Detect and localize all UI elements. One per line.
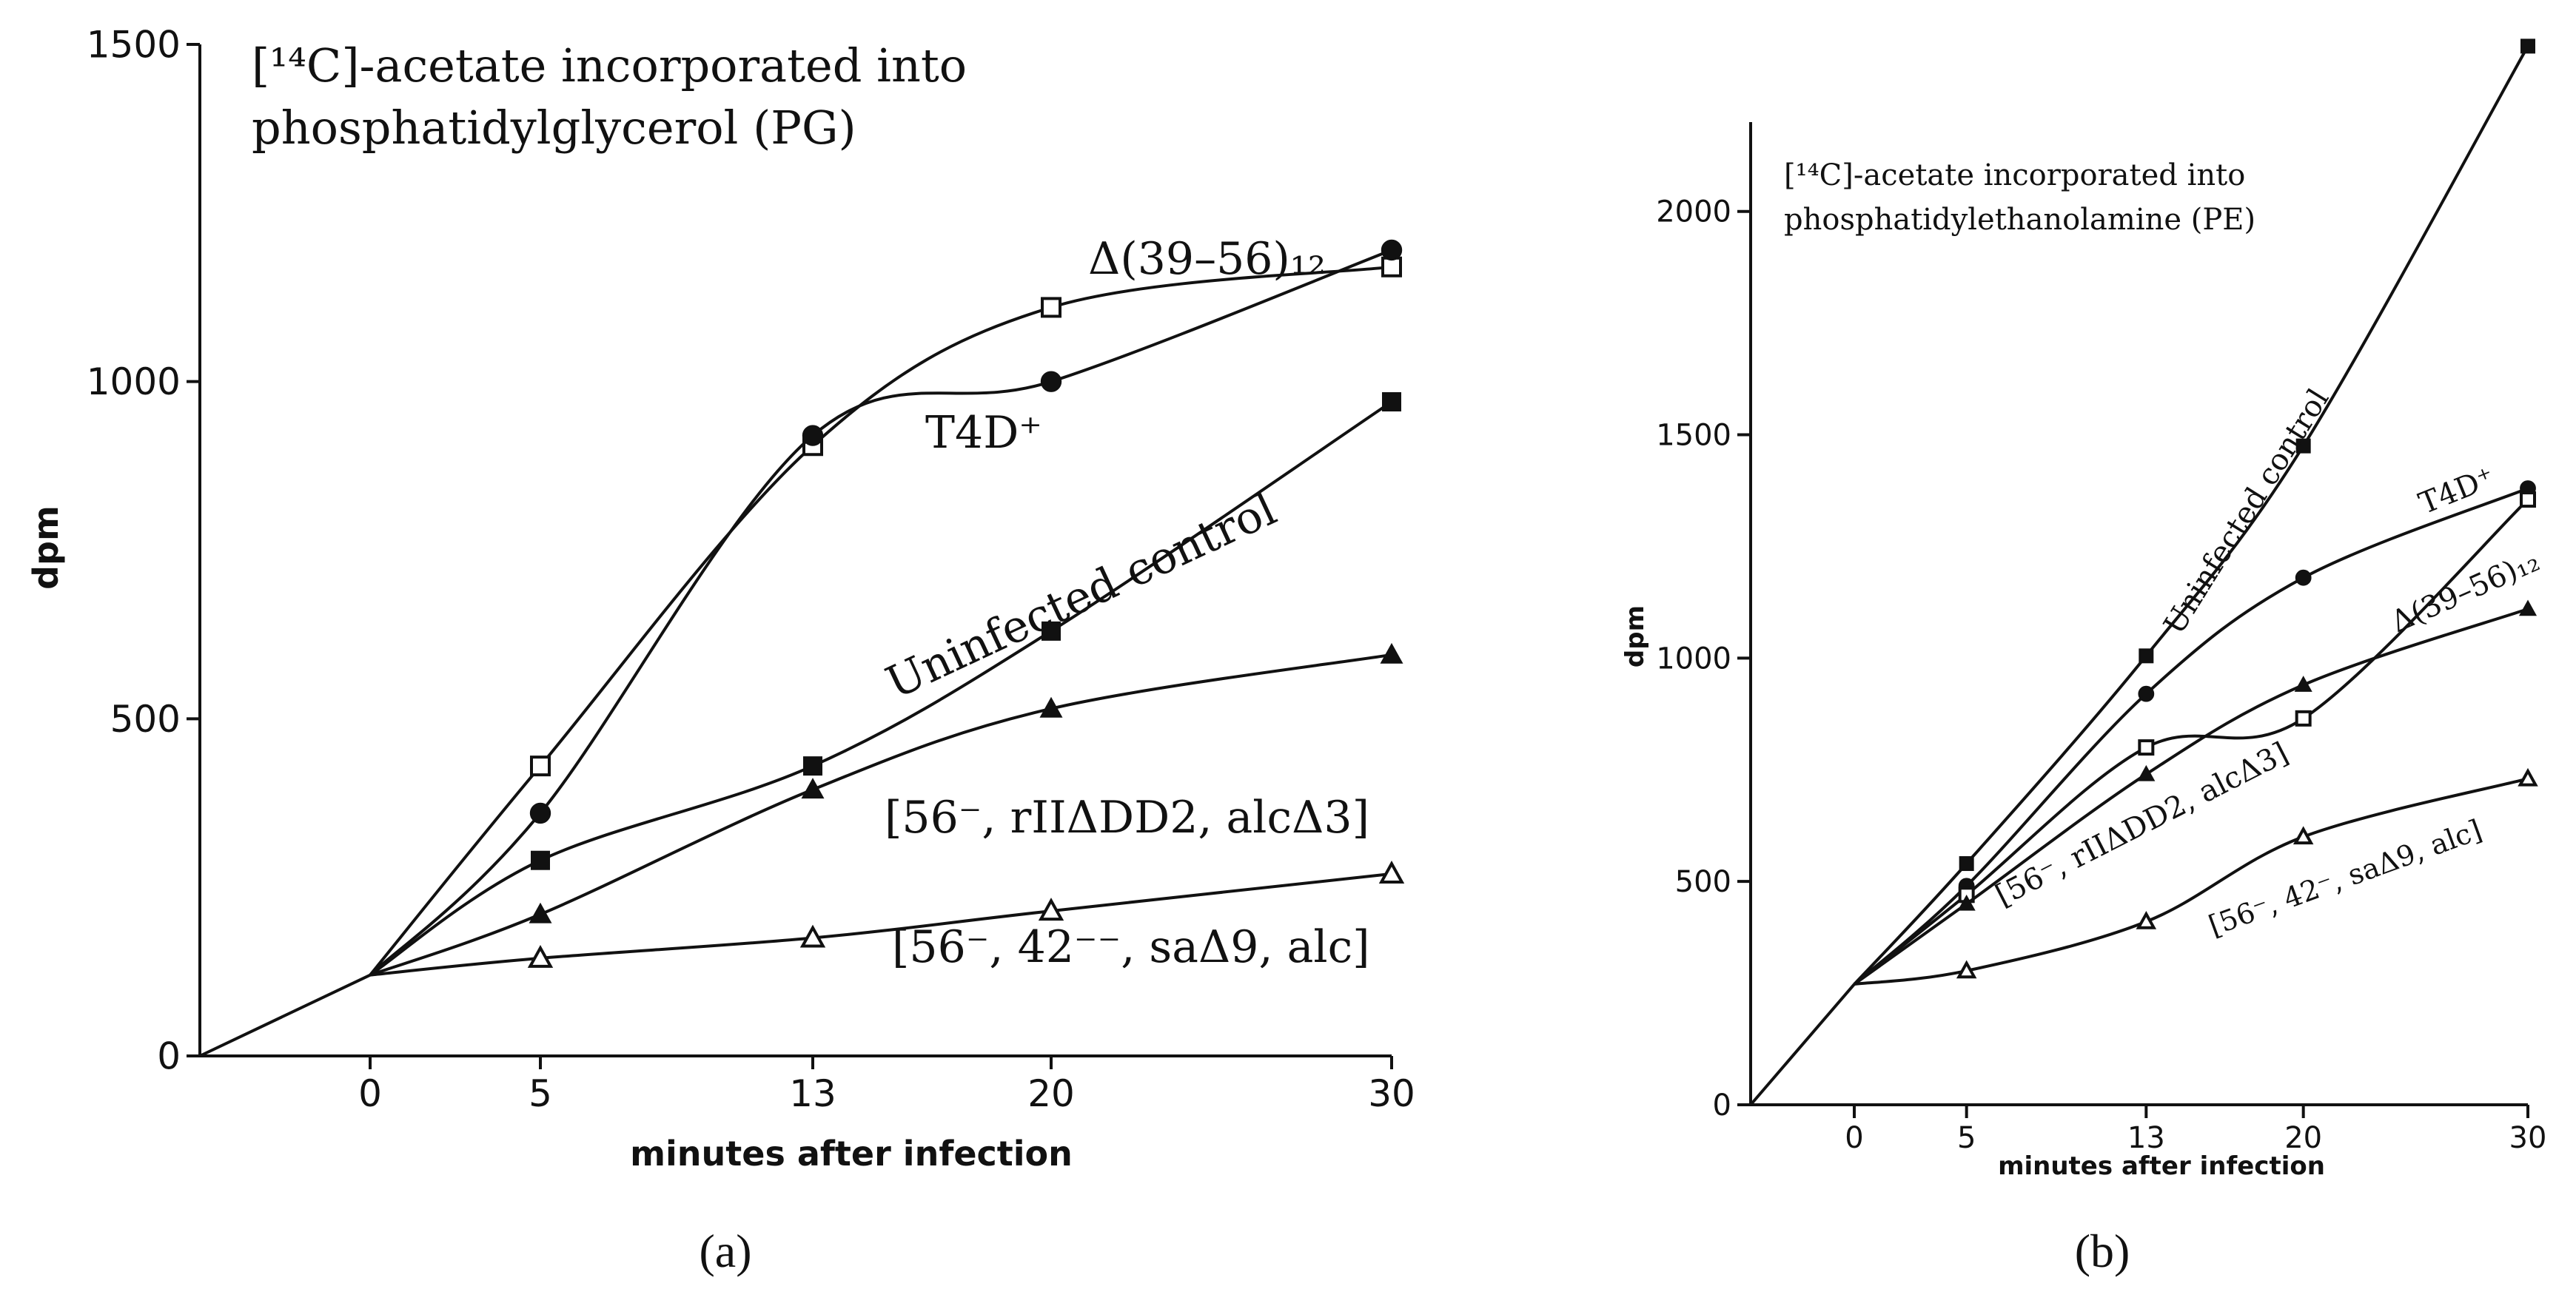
data-point-56-rii-dd2-alc-3: [801, 778, 825, 799]
data-point-56-42-sa-9-alc: [2518, 767, 2538, 787]
data-point-56-rii-dd2-alc-3: [1039, 696, 1063, 718]
data-point-56-rii-dd2-alc-3: [2137, 764, 2156, 781]
series-label: [56⁻, 42⁻⁻, saΔ9, alc]: [892, 921, 1370, 973]
y-tick-label: 0: [157, 1035, 181, 1078]
x-tick-label: 20: [1027, 1072, 1075, 1115]
data-point-56-rii-dd2-alc-3: [1957, 894, 1976, 911]
data-point-t4d: [2138, 685, 2155, 702]
x-tick-label: 0: [1845, 1121, 1863, 1155]
x-tick-label: 13: [2127, 1121, 2165, 1155]
chart-title: [¹⁴C]-acetate incorporated into: [252, 38, 967, 92]
series-label: [56⁻, rIIΔDD2, alcΔ3]: [1990, 736, 2294, 913]
data-point-56-rii-dd2-alc-3: [2294, 676, 2312, 692]
y-tick-label: 1000: [87, 360, 181, 403]
x-tick-label: 0: [358, 1072, 382, 1115]
y-tick-label: 1000: [1656, 642, 1731, 676]
series-line-uninfected-control: [1853, 45, 2529, 986]
panel-label: (a): [699, 1225, 751, 1277]
chart-title: [¹⁴C]-acetate incorporated into: [1784, 158, 2245, 192]
y-tick-label: 500: [110, 698, 181, 741]
series-line-uninfected-control: [369, 400, 1393, 977]
data-point-56-rii-dd2-alc-3: [2518, 599, 2538, 616]
data-point-uninfected-control: [803, 756, 822, 776]
series-line-56-rii-dd2-alc-3: [369, 653, 1392, 977]
data-point-56-rii-dd2-alc-3: [529, 902, 552, 923]
data-point-uninfected-control: [1959, 856, 1974, 872]
series-line-t4d: [369, 249, 1392, 977]
baseline-segment: [1749, 983, 1856, 1106]
y-axis-title: dpm: [1620, 605, 1650, 667]
panel-a: 0 5 13 20 30 0 500 1000 1500 minutes after infect…: [26, 24, 1415, 1278]
x-tick-label: 30: [1368, 1072, 1415, 1115]
data-point-t4d: [802, 425, 824, 446]
data-point-39-56: [2295, 710, 2312, 727]
data-point-t4d: [1381, 239, 1403, 261]
series-label: Δ(39–56)₁₂: [1088, 233, 1326, 285]
data-point-t4d: [529, 802, 551, 824]
y-tick-label: 1500: [1656, 419, 1731, 453]
y-axis-title: dpm: [26, 505, 66, 590]
series-label: Uninfected control: [2157, 383, 2335, 641]
data-point-uninfected-control: [1382, 392, 1401, 412]
data-point-56-42-sa-9-alc: [2136, 911, 2157, 929]
chart-title: phosphatidylglycerol (PG): [252, 101, 856, 155]
panel-b: 0 5 13 20 30 0 500 1000 1500 2000 minutes after in…: [1620, 38, 2547, 1277]
series-label: Δ(39–56)₁₂: [2386, 544, 2544, 639]
series-label: [56⁻, 42⁻, saΔ9, alc]: [2204, 813, 2486, 942]
x-tick-label: 5: [1957, 1121, 1976, 1155]
x-axis-title: minutes after infection: [630, 1134, 1073, 1174]
y-tick-label: 2000: [1656, 195, 1731, 229]
x-tick-label: 5: [529, 1072, 552, 1115]
data-point-56-42-sa-9-alc: [527, 944, 554, 968]
data-point-uninfected-control: [1042, 621, 1061, 641]
data-point-uninfected-control: [2520, 38, 2535, 54]
series-label: Uninfected control: [879, 483, 1284, 709]
data-point-39-56: [2520, 491, 2536, 508]
data-point-56-42-sa-9-alc: [1378, 861, 1405, 884]
data-point-56-rii-dd2-alc-3: [1380, 642, 1403, 664]
x-tick-label: 30: [2509, 1121, 2547, 1155]
data-point-uninfected-control: [2139, 648, 2154, 664]
data-point-39-56: [1381, 256, 1402, 277]
data-point-uninfected-control: [531, 850, 550, 870]
data-point-56-42-sa-9-alc: [1038, 898, 1064, 921]
data-point-t4d: [2295, 569, 2312, 586]
y-tick-label: 1500: [87, 24, 181, 67]
x-tick-label: 20: [2284, 1121, 2322, 1155]
data-point-56-42-sa-9-alc: [799, 924, 826, 948]
series-line-56-42-sa-9-alc: [369, 872, 1392, 977]
y-tick-label: 500: [1675, 865, 1731, 899]
data-point-uninfected-control: [2295, 438, 2311, 454]
panel-label: (b): [2075, 1225, 2130, 1277]
x-tick-label: 13: [789, 1072, 836, 1115]
y-tick-label: 0: [1713, 1089, 1731, 1123]
data-point-56-42-sa-9-alc: [1956, 960, 1977, 979]
baseline-segment: [199, 973, 371, 1057]
data-point-39-56: [1041, 297, 1061, 318]
series-label: T4D⁺: [925, 407, 1042, 459]
data-point-39-56: [530, 756, 551, 777]
series-line-39-56: [1853, 498, 2529, 986]
data-point-t4d: [1040, 371, 1062, 392]
x-axis-title: minutes after infection: [1998, 1151, 2325, 1181]
series-line-56-42-sa-9-alc: [1854, 777, 2529, 986]
data-point-56-42-sa-9-alc: [2292, 826, 2314, 845]
series-label: T4D⁺: [2415, 460, 2500, 521]
series-label: [56⁻, rIIΔDD2, alcΔ3]: [885, 792, 1369, 844]
data-point-39-56: [2138, 739, 2155, 756]
chart-title: phosphatidylethanolamine (PE): [1784, 203, 2255, 237]
